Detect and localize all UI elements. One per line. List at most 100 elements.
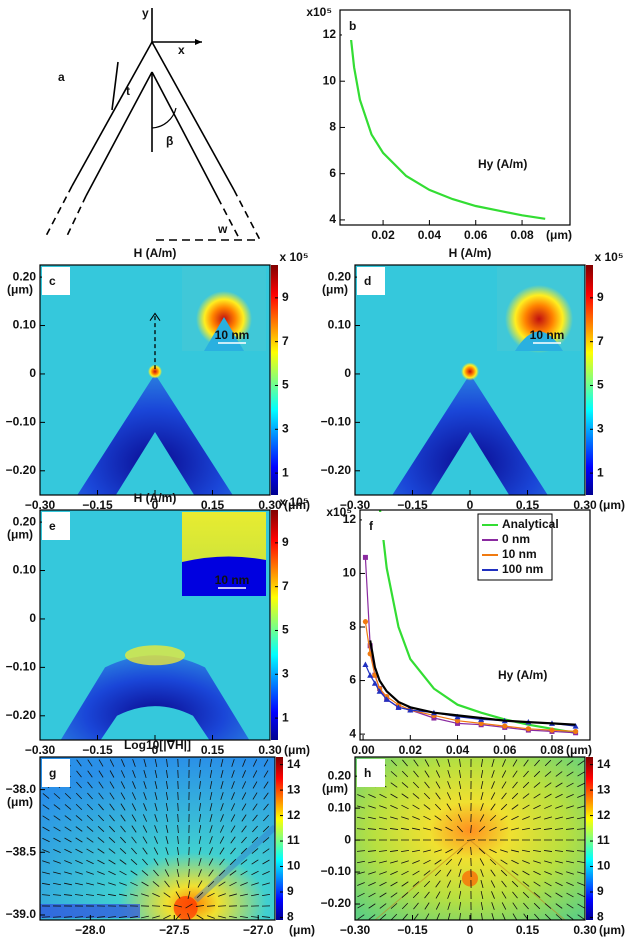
vector [555,771,563,777]
x-tick-label: −0.30 [25,743,56,757]
vector [252,792,258,800]
x-unit: (μm) [289,923,315,937]
vector [401,892,409,898]
colorbar-tick-label: 3 [597,421,604,435]
vector [76,759,82,767]
x-tick-label: 0.06 [493,743,517,757]
vector [143,781,147,789]
y-tick-label: 0 [344,366,351,380]
vector [165,847,169,855]
vector [512,902,518,910]
vector [501,891,507,899]
vector [412,804,420,810]
vector [252,781,258,789]
vector [435,781,441,789]
diagram-line [85,71,153,197]
vector [577,760,585,766]
vector [230,825,236,833]
marker [362,554,368,560]
vector [164,880,170,888]
y-tick-label: −0.20 [321,463,352,477]
vector [390,871,398,875]
vector [401,870,409,876]
vector [86,871,94,875]
vector [555,871,563,875]
vector [231,770,235,778]
marker [454,718,461,724]
vector [154,803,158,811]
vector [74,894,84,896]
vector [434,849,442,853]
vector [423,849,431,853]
vector [577,771,585,777]
x-tick-label: 0.30 [573,923,597,937]
vector [53,860,61,864]
vector [457,814,463,822]
vector [229,893,237,897]
marker [431,715,437,721]
y-tick-label: −0.10 [6,660,37,674]
x-tick-label: 0.15 [516,498,540,512]
vector [413,770,419,778]
vector [500,803,508,811]
vector [533,793,541,799]
vector [502,759,506,767]
vector [230,814,236,822]
colorbar-tick-label: 3 [282,421,289,435]
vector [230,803,236,811]
y-tick-label: −38.5 [6,844,37,858]
vector [379,793,387,799]
x-tick-label: 0 [152,498,159,512]
legend-label: 100 nm [502,562,543,576]
vector [480,769,484,779]
vector [220,803,224,811]
vector [522,781,530,789]
y-tick-label: 0 [344,832,351,846]
vector [42,837,50,843]
x-tick-label: 0.06 [464,228,488,242]
vector [185,903,193,909]
heatmap-field [40,265,270,495]
vector [98,759,104,767]
vector [491,759,495,767]
vector [262,859,270,865]
vector [511,849,519,853]
x-tick-label: −27.0 [243,923,274,937]
vector [480,891,484,899]
vector [252,825,258,833]
vector [447,891,451,899]
vector [544,903,552,909]
vector [262,871,270,875]
vector [555,816,563,820]
axis-label: x [178,43,185,57]
vector [263,759,269,767]
field-background [355,757,585,920]
vector [480,869,484,877]
vector [566,892,574,898]
x-tick-label: 0.08 [510,228,534,242]
vector [87,759,93,767]
vector [491,902,495,910]
vector [522,881,530,887]
inset: 10 nm [182,512,266,596]
x-tick-label: −28.0 [75,923,106,937]
marker [407,707,414,713]
vector [64,848,72,854]
vector [154,781,158,789]
vector [241,792,247,800]
tip-outer [60,655,250,740]
vector [42,849,50,853]
tip-inner [100,706,210,740]
vector [400,827,410,831]
marker [572,728,579,735]
colorbar-tick-label: 10 [597,859,611,873]
vector [109,770,115,778]
vector [231,792,235,800]
vector [480,880,484,888]
vector [199,802,201,812]
vector [445,858,453,866]
marker [362,661,369,667]
vector [401,860,409,864]
vector [368,860,376,864]
